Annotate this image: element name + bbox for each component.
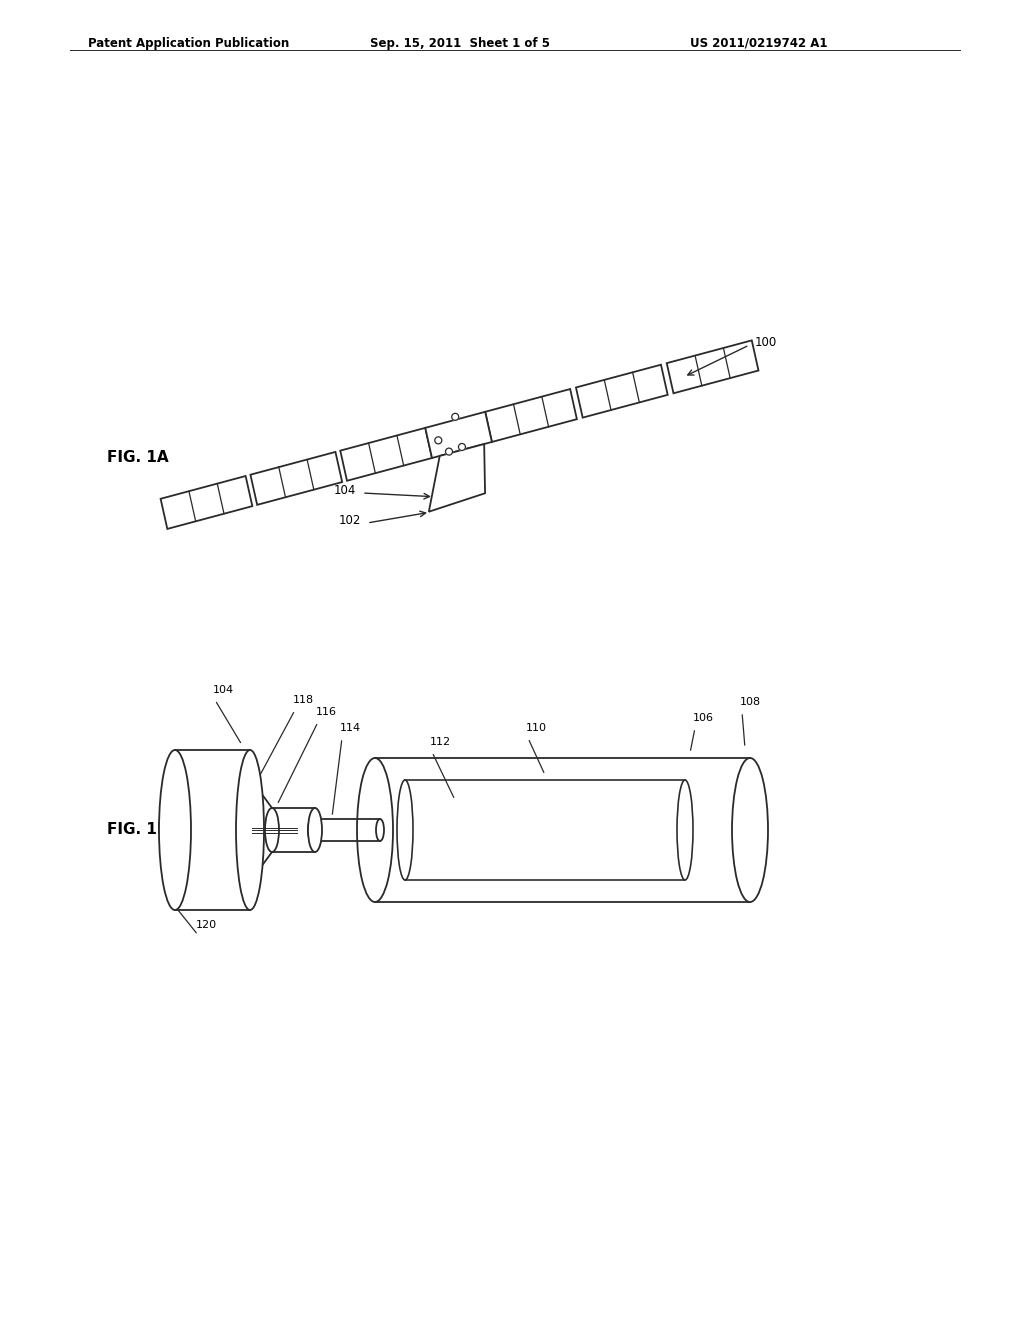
Ellipse shape	[376, 818, 384, 841]
Ellipse shape	[677, 780, 693, 880]
Text: 112: 112	[430, 737, 452, 747]
Ellipse shape	[159, 750, 191, 909]
Text: US 2011/0219742 A1: US 2011/0219742 A1	[690, 37, 827, 50]
Polygon shape	[485, 389, 577, 442]
Circle shape	[452, 413, 459, 420]
Ellipse shape	[732, 758, 768, 902]
Text: Patent Application Publication: Patent Application Publication	[88, 37, 289, 50]
Text: 100: 100	[755, 335, 776, 348]
Text: 104: 104	[213, 685, 234, 696]
Text: 114: 114	[340, 723, 361, 733]
Ellipse shape	[265, 808, 279, 851]
Text: FIG. 1A: FIG. 1A	[106, 450, 169, 466]
Text: 108: 108	[740, 697, 761, 708]
Text: 120: 120	[196, 920, 217, 931]
Circle shape	[435, 437, 441, 444]
Polygon shape	[340, 428, 432, 480]
Text: 116: 116	[316, 708, 337, 717]
Ellipse shape	[236, 750, 264, 909]
Text: 102: 102	[339, 515, 361, 528]
Polygon shape	[161, 477, 252, 529]
Text: 118: 118	[293, 696, 314, 705]
Ellipse shape	[308, 808, 322, 851]
Circle shape	[459, 444, 466, 450]
Polygon shape	[251, 451, 342, 504]
Text: 104: 104	[334, 484, 356, 498]
Text: 106: 106	[693, 713, 714, 723]
Polygon shape	[667, 341, 759, 393]
Circle shape	[445, 447, 453, 455]
Text: 110: 110	[526, 723, 547, 733]
Polygon shape	[425, 412, 492, 458]
Text: Sep. 15, 2011  Sheet 1 of 5: Sep. 15, 2011 Sheet 1 of 5	[370, 37, 550, 50]
Ellipse shape	[308, 818, 316, 841]
Ellipse shape	[397, 780, 413, 880]
Ellipse shape	[357, 758, 393, 902]
Polygon shape	[429, 444, 485, 512]
Polygon shape	[575, 364, 668, 417]
Text: FIG. 1B: FIG. 1B	[106, 822, 169, 837]
